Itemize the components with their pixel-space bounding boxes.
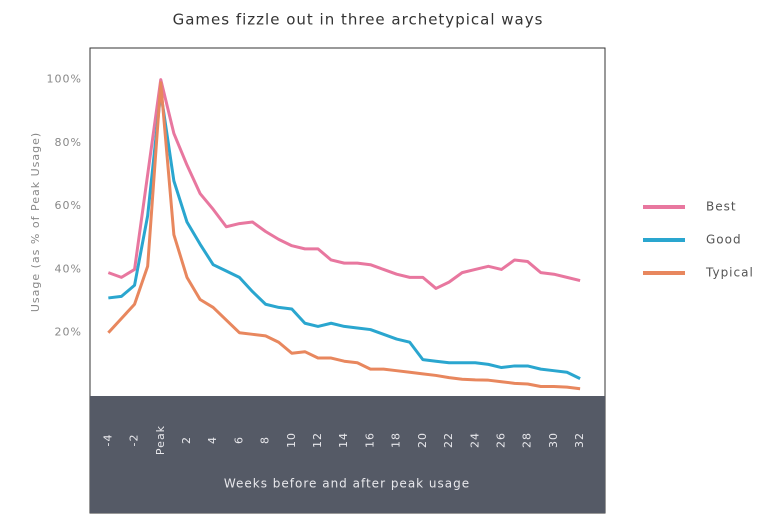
legend-label: Best	[706, 200, 737, 214]
x-tick-label: 6	[232, 436, 245, 444]
x-tick-label: 20	[416, 432, 429, 448]
y-tick-label: 20%	[55, 326, 82, 339]
y-tick-label: 80%	[55, 136, 82, 149]
x-tick-label: 14	[337, 432, 350, 448]
series-line	[108, 90, 581, 380]
x-tick-label: 12	[311, 432, 324, 448]
y-tick-label: 60%	[55, 199, 82, 212]
x-tick-label: 18	[390, 432, 403, 448]
x-tick-label: 2	[180, 436, 193, 444]
x-tick-label: 32	[573, 432, 586, 448]
x-axis-band	[90, 396, 605, 513]
x-tick-label: 30	[547, 432, 560, 448]
y-tick-label: 100%	[47, 73, 82, 86]
x-tick-label: 28	[521, 432, 534, 448]
series-line	[107, 78, 581, 290]
x-tick-label: Peak	[154, 425, 167, 455]
legend-label: Typical	[705, 266, 754, 280]
legend-label: Good	[706, 233, 742, 247]
x-tick-label: 22	[442, 432, 455, 448]
y-tick-label: 40%	[55, 262, 82, 275]
x-tick-label: -2	[128, 434, 141, 447]
chart-title: Games fizzle out in three archetypical w…	[173, 11, 544, 29]
x-tick-label: 24	[468, 432, 481, 448]
x-tick-label: -4	[101, 434, 114, 447]
x-tick-label: 8	[259, 436, 272, 444]
x-tick-label: 16	[363, 432, 376, 448]
x-tick-label: 4	[206, 436, 219, 444]
y-axis-title: Usage (as % of Peak Usage)	[29, 132, 42, 312]
x-axis-title: Weeks before and after peak usage	[224, 477, 470, 491]
series-line	[107, 81, 581, 391]
x-tick-label: 10	[285, 432, 298, 448]
x-tick-label: 26	[494, 432, 507, 448]
